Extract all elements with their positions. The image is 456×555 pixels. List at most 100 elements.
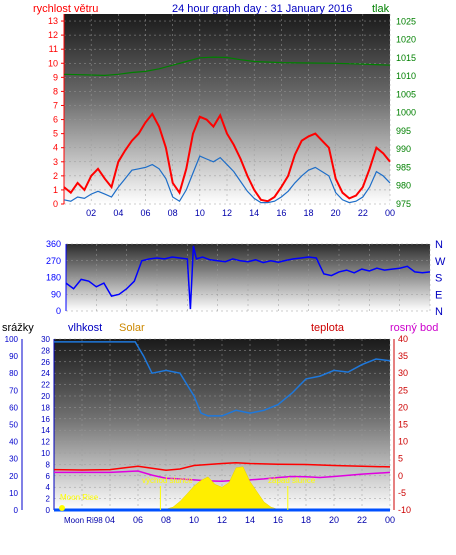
humidity-tick-label: 20 [41,392,50,401]
pressure-tick-label: 1025 [396,16,416,26]
humidity-tick-label: 10 [41,449,50,458]
time-tick-label: 22 [358,208,368,218]
humidity-tick-label: 30 [41,335,50,344]
wind-tick-label: 0 [53,199,58,209]
wind-tick-label: 10 [48,58,58,68]
pressure-tick-label: 975 [396,199,411,209]
series-dewpoint [54,470,391,483]
wind-tick-label: 7 [53,100,58,110]
time-tick-label: 12 [217,515,227,525]
time-tick-label: 06 [133,515,143,525]
rain-tick-label: 80 [9,369,18,378]
rain-tick-label: 50 [9,421,18,430]
time-tick-label: 06 [140,208,150,218]
sun-moon-annotations: Moon Rise východ slunce západ slunce Moo… [59,476,316,525]
pressure-tick-label: 985 [396,162,411,172]
wind-tick-label: 11 [49,44,58,54]
humidity-tick-label: 28 [41,346,50,355]
wind-tick-label: 8 [53,86,58,96]
time-tick-label: 04 [105,515,115,525]
series-wind_gust [63,112,391,203]
time-tick-label: 00 [385,208,395,218]
time-tick-label: 16 [276,208,286,218]
rain-tick-label: 100 [5,335,19,344]
compass-label: N [435,239,443,251]
wind-tick-label: 4 [53,143,58,153]
series-wind_average [63,155,391,204]
temperature-tick-label: 10 [398,437,408,447]
pressure-tick-label: 1005 [396,89,416,99]
humidity-gridlines [54,338,391,511]
pressure-tick-label: 1015 [396,53,416,63]
humidity-series [53,341,391,512]
degree-tick-label: 180 [46,273,61,283]
rain-tick-label: 0 [14,506,19,515]
humidity-tick-label: 6 [46,472,51,481]
humidity-tick-label: 24 [41,369,50,378]
wind-time-axis: 02 04 06 08 10 12 14 16 18 20 22 00 [86,208,395,218]
degree-tick-label: 90 [51,289,61,299]
wind-tick-label: 9 [53,72,58,82]
rain-tick-label: 40 [9,438,18,447]
rain-tick-label: 20 [9,472,18,481]
wind-tick-label: 1 [53,185,58,195]
wind-tick-label: 3 [53,157,58,167]
humidity-tick-label: 4 [46,483,51,492]
time-tick-label: 16 [273,515,283,525]
moon-rise-axis-label: Moon Ri98 [64,516,103,525]
rain-axis: 0 10 20 30 40 50 60 70 80 90 100 [5,335,23,515]
humidity-tick-label: 12 [41,438,50,447]
rain-tick-label: 90 [9,352,18,361]
time-tick-label: 14 [245,515,255,525]
wind-tick-label: 6 [53,115,58,125]
compass-label: E [435,289,442,301]
direction-series [65,245,431,310]
wind-gridlines [64,14,391,205]
solar-legend-label: Solar [119,322,145,334]
pressure-tick-label: 980 [396,181,411,191]
pressure-label: tlak [372,3,390,15]
time-tick-label: 20 [329,515,339,525]
time-tick-label: 08 [161,515,171,525]
humidity-tick-label: 0 [46,506,51,515]
direction-gridlines [66,243,431,312]
wind-series [63,56,391,204]
time-tick-label: 14 [249,208,259,218]
temperature-legend-label: teplota [311,322,345,334]
humidity-tick-label: 2 [46,495,51,504]
rain-legend-label: srážky [2,322,34,334]
series-solar [163,466,286,511]
compass-label: S [435,273,442,285]
compass-label: N [435,306,443,318]
wind-tick-label: 12 [48,30,58,40]
wind-tick-label: 5 [53,129,58,139]
pressure-tick-label: 1010 [396,71,416,81]
pressure-tick-label: 1000 [396,108,416,118]
direction-degree-axis: 0 90 180 270 360 [46,239,67,316]
rain-tick-label: 30 [9,455,18,464]
series-pressure [63,56,391,77]
humidity-tick-label: 18 [41,403,50,412]
humidity-tick-label: 16 [41,415,50,424]
wind-tick-label: 13 [48,16,58,26]
temperature-axis: -10 -5 0 5 10 15 20 25 30 35 40 [393,334,411,515]
time-tick-label: 10 [195,208,205,218]
time-tick-label: 00 [385,515,395,525]
humidity-tick-label: 26 [41,358,50,367]
time-tick-label: 20 [331,208,341,218]
series-temperature [53,462,391,472]
temperature-tick-label: 25 [398,385,408,395]
sunset-label: západ slunce [268,476,316,485]
temperature-tick-label: -10 [398,505,411,515]
degree-tick-label: 360 [46,239,61,249]
rain-tick-label: 10 [9,489,18,498]
rain-tick-label: 60 [9,403,18,412]
time-tick-label: 12 [222,208,232,218]
time-tick-label: 22 [357,515,367,525]
